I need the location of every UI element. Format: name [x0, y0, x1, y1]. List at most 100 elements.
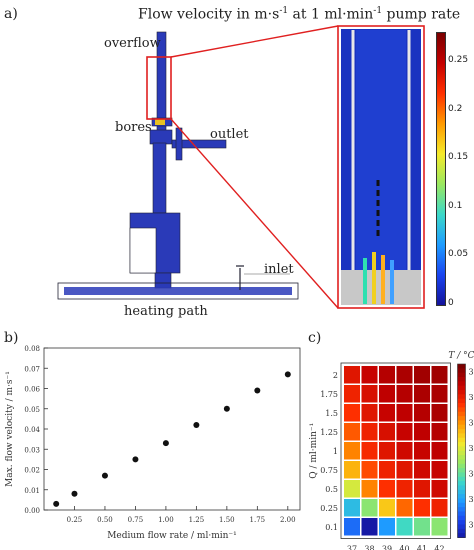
x-tick-label: 0.25 — [67, 516, 83, 524]
zoom-jet-4 — [390, 260, 394, 304]
heatmap-cell — [414, 423, 430, 441]
heatmap-cell — [414, 480, 430, 498]
heatmap-cell — [414, 404, 430, 422]
heatmap-cell — [361, 442, 378, 460]
heatmap-cell — [361, 518, 378, 536]
heatmap-cell — [431, 404, 448, 422]
colorbar-tick-label: 32 — [469, 521, 474, 530]
heatmap-cell — [379, 518, 395, 536]
y-category-label: 2 — [333, 371, 338, 380]
velocity-colorbar-tick: 0 — [448, 298, 454, 308]
colorbar-segment — [457, 381, 466, 387]
plot-frame — [43, 347, 301, 511]
heatmap-cell — [361, 385, 378, 403]
title-main: Flow velocity in m·s — [138, 6, 280, 23]
heatmap-cell — [344, 518, 360, 536]
column-mid — [152, 142, 167, 214]
y-category-label: 1.25 — [320, 428, 338, 437]
outlet-pipe — [171, 139, 227, 149]
title-end: pump rate — [382, 6, 461, 23]
scatter-chart: 0.00 0.01 0.02 0.03 0.04 0.05 0.06 0.07 0.08 0.25… — [5, 345, 301, 541]
colorbar-segment — [457, 364, 466, 369]
heatmap-cell — [396, 423, 413, 441]
x-category-label: 38 — [364, 545, 374, 550]
colorbar-segment — [457, 533, 466, 538]
heatmap-cell — [431, 442, 448, 460]
data-point — [101, 472, 108, 479]
colorbar-segment — [457, 442, 466, 447]
heatmap-cell — [414, 366, 430, 384]
y-tick-label: 0.04 — [24, 426, 40, 434]
x-tick-label: 2.00 — [280, 516, 296, 524]
data-point — [254, 387, 261, 394]
column-upper-body — [149, 129, 173, 145]
colorbar-segment — [457, 372, 466, 378]
colorbar-segment — [457, 481, 466, 486]
velocity-colorbar — [436, 32, 446, 306]
x-tick-label: 0.75 — [128, 516, 144, 524]
heatmap-cell — [414, 461, 430, 479]
y-tick-label: 0.07 — [24, 365, 40, 373]
zoom-jet-1 — [363, 258, 367, 304]
bores-colored — [155, 119, 165, 125]
colorbar-segment — [457, 459, 466, 465]
colorbar-segment — [457, 433, 466, 439]
heatmap-cell — [431, 518, 448, 536]
colorbar-segment — [457, 489, 466, 495]
heatmap-cell — [396, 385, 413, 403]
data-point — [71, 490, 78, 497]
y-category-label: 0.1 — [325, 523, 338, 532]
colorbar-segment — [457, 472, 466, 478]
colorbar-title: T / °C — [448, 351, 474, 361]
x-category-label: 39 — [382, 545, 392, 550]
heatmap-cell — [396, 518, 413, 536]
colorbar-segment — [457, 424, 466, 430]
heatmap-cell — [431, 499, 448, 517]
heatmap-cell — [431, 480, 448, 498]
colorbar-segment — [457, 502, 466, 508]
x-tick-label: 1.25 — [189, 516, 205, 524]
y-tick-label: 0.08 — [24, 345, 40, 353]
y-category-label: 0.75 — [320, 466, 338, 475]
heatmap-cell — [379, 461, 395, 479]
colorbar-segment — [457, 398, 466, 404]
colorbar-segment — [457, 455, 466, 460]
colorbar-segment — [457, 403, 466, 408]
colorbar-segment — [457, 476, 466, 482]
colorbar-segment — [457, 463, 466, 469]
y-axis-label: Q / ml·min⁻¹ — [309, 423, 319, 479]
colorbar-segment — [457, 411, 466, 417]
heatmap-cell — [361, 404, 378, 422]
colorbar-tick-label: 35 — [469, 444, 474, 453]
zoom-jet-3 — [381, 255, 385, 304]
panel-a-title: Flow velocity in m·s-1 at 1 ml·min-1 pum… — [138, 6, 460, 23]
colorbar-segment — [457, 368, 466, 374]
colorbar-segment — [457, 385, 466, 391]
apparatus-drawing — [57, 25, 425, 309]
x-tick-label: 1.50 — [219, 516, 235, 524]
y-category-label: 1.5 — [325, 409, 338, 418]
heatmap-cell — [361, 423, 378, 441]
outlet-vertical — [175, 127, 183, 161]
colorbar-segment — [457, 507, 466, 512]
heatmap-cell — [414, 499, 430, 517]
heatmap-cell — [344, 480, 360, 498]
heatmap-cell — [396, 480, 413, 498]
y-category-label: 0.25 — [320, 504, 338, 513]
heatmap-cell — [379, 404, 395, 422]
zoom-jet-2 — [372, 252, 376, 304]
heatmap-frame — [340, 362, 451, 539]
panel-a-letter: a) — [4, 6, 18, 22]
label-bores: bores — [115, 120, 152, 135]
heatmap-cell — [344, 423, 360, 441]
zoom-line-top — [170, 25, 339, 58]
heatmap-cell — [379, 442, 395, 460]
y-axis-label: Max. flow velocity / m·s⁻¹ — [5, 371, 15, 487]
velocity-colorbar-tick: 0.25 — [448, 55, 469, 66]
x-axis-label: Medium flow rate / ml·min⁻¹ — [107, 531, 237, 541]
colorbar-segment — [457, 511, 466, 517]
heatmap-chart: 2 1.75 1.5 1.25 1 0.75 0.5 0.25 0.1 37 38 39 40 41 42 T… — [309, 351, 474, 550]
y-tick-label: 0.01 — [24, 487, 40, 495]
colorbar-segment — [457, 390, 466, 395]
colorbar-segment — [457, 420, 466, 426]
